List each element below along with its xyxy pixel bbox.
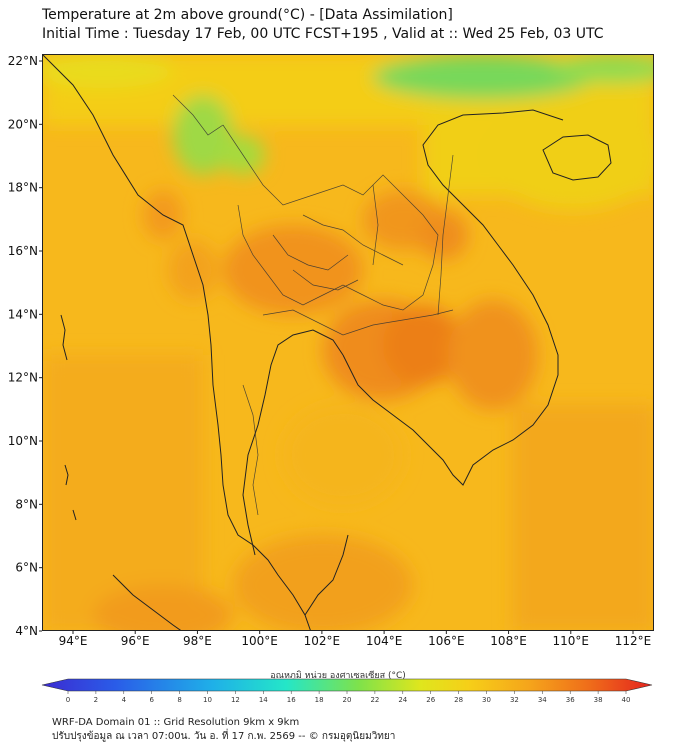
colorbar-tick-label: 36 [566, 696, 575, 704]
footer-line-1: WRF-DA Domain 01 :: Grid Resolution 9km … [52, 717, 300, 728]
lon-tick-label: 104°E [366, 634, 403, 648]
lat-tick-label: 22°N [8, 54, 38, 68]
colorbar-title: อุณหภูมิ หน่วย องศาเซลเซียส (°C) [270, 671, 406, 681]
colorbar-tick-label: 2 [94, 696, 98, 704]
colorbar-tick-label: 26 [426, 696, 435, 704]
lon-tick-label: 102°E [304, 634, 341, 648]
colorbar-tick-label: 10 [203, 696, 212, 704]
lat-tick-label: 4°N [15, 624, 38, 638]
coastlines [43, 55, 612, 630]
lat-tick-label: 16°N [8, 244, 38, 258]
title-line-2: Initial Time : Tuesday 17 Feb, 00 UTC FC… [42, 26, 604, 42]
title-line-1: Temperature at 2m above ground(°C) - [Da… [42, 7, 453, 23]
colorbar-tick-label: 40 [622, 696, 631, 704]
colorbar-tick-label: 18 [315, 696, 324, 704]
colorbar-tick-label: 0 [66, 696, 70, 704]
temperature-map[interactable] [42, 54, 654, 631]
lon-tick-label: 96°E [121, 634, 150, 648]
colorbar-tick-label: 12 [231, 696, 240, 704]
lat-tick-label: 8°N [15, 497, 38, 511]
chart-title: Temperature at 2m above ground(°C) - [Da… [42, 6, 604, 44]
colorbar-tick-label: 20 [343, 696, 352, 704]
lat-tick-label: 18°N [8, 181, 38, 195]
colorbar-tick-label: 34 [538, 696, 547, 704]
lat-tick-label: 14°N [8, 307, 38, 321]
footer: WRF-DA Domain 01 :: Grid Resolution 9km … [52, 716, 395, 744]
colorbar-tick-label: 6 [149, 696, 154, 704]
colorbar-tick-label: 24 [398, 696, 407, 704]
footer-line-2: ปรับปรุงข้อมูล ณ เวลา 07:00น. วัน อ. ที่… [52, 731, 396, 742]
colorbar-tick-label: 14 [259, 696, 268, 704]
colorbar-tick-label: 28 [454, 696, 463, 704]
lon-tick-label: 98°E [183, 634, 212, 648]
colorbar-tick-label: 8 [177, 696, 181, 704]
lon-tick-label: 108°E [490, 634, 527, 648]
lat-tick-label: 6°N [15, 561, 38, 575]
lat-tick-label: 12°N [8, 371, 38, 385]
colorbar-tick-label: 4 [122, 696, 127, 704]
borders [172, 94, 454, 516]
colorbar-tick-label: 38 [594, 696, 603, 704]
temperature-field [43, 55, 653, 630]
lat-tick-label: 10°N [8, 434, 38, 448]
lon-tick-label: 112°E [615, 634, 652, 648]
lon-tick-label: 100°E [241, 634, 278, 648]
lon-tick-label: 106°E [428, 634, 465, 648]
colorbar-tick-label: 30 [482, 696, 491, 704]
colorbar: 0 2 4 6 8 10 12 14 16 18 20 22 24 26 28 30 32 34 36 38 40 [41, 678, 653, 704]
lat-tick-label: 20°N [8, 117, 38, 131]
colorbar-tick-label: 16 [287, 696, 296, 704]
colorbar-tick-label: 32 [510, 696, 519, 704]
lon-tick-label: 94°E [59, 634, 88, 648]
colorbar-tick-label: 22 [370, 696, 379, 704]
lon-tick-label: 110°E [553, 634, 590, 648]
